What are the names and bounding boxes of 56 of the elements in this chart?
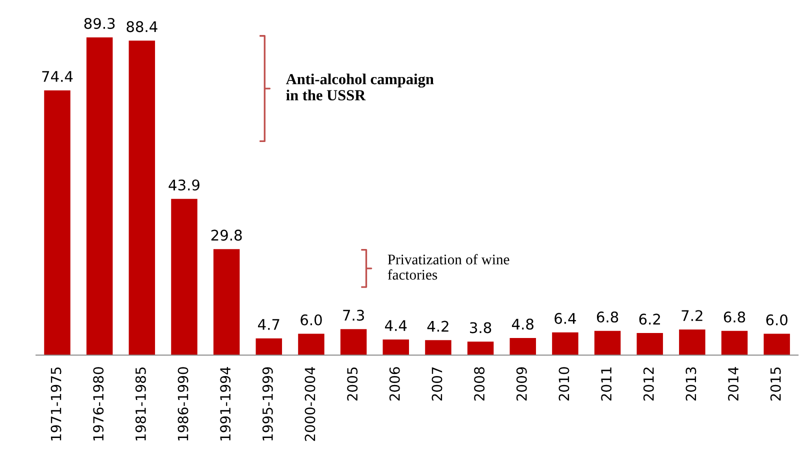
bar xyxy=(552,332,578,356)
data-label: 6.0 xyxy=(766,314,788,326)
data-label: 6.4 xyxy=(554,312,576,324)
x-tick-label: 2007 xyxy=(432,367,442,401)
x-tick-label: 2014 xyxy=(728,367,739,401)
data-label: 6.8 xyxy=(724,312,746,323)
x-tick-label: 2000-2004 xyxy=(304,367,316,441)
bar xyxy=(764,334,790,356)
bar xyxy=(44,90,70,356)
data-label: 7.3 xyxy=(343,310,364,321)
x-tick-label: 2012 xyxy=(643,368,654,401)
x-tick-label: 1976-1980 xyxy=(93,367,104,440)
bar xyxy=(86,37,113,356)
data-label: 74.4 xyxy=(42,71,73,82)
x-tick-label: 1995-1999 xyxy=(262,367,273,440)
data-label: 4.8 xyxy=(512,318,534,330)
data-label: 3.8 xyxy=(470,322,492,334)
bar xyxy=(171,198,198,356)
bar xyxy=(721,330,748,356)
x-tick-label: 1971-1975 xyxy=(50,367,62,440)
x-tick-label: 2011 xyxy=(601,368,612,401)
bar xyxy=(213,249,240,356)
x-tick-label: 1986-1990 xyxy=(178,367,188,440)
data-label: 7.2 xyxy=(682,310,702,321)
x-tick-label: 2009 xyxy=(516,367,527,401)
bar xyxy=(256,338,282,356)
data-label: 43.9 xyxy=(168,180,200,191)
bar xyxy=(298,334,324,356)
annotation: Privatization of wine factories xyxy=(388,254,510,280)
data-label: 29.8 xyxy=(211,230,242,241)
data-label: 4.4 xyxy=(384,320,407,331)
bar xyxy=(467,342,494,356)
bar xyxy=(382,339,409,356)
data-label: 6.8 xyxy=(596,312,618,323)
bar xyxy=(594,330,621,356)
data-label: 4.7 xyxy=(258,319,280,330)
x-tick-label: 2010 xyxy=(558,367,570,401)
data-label: 6.0 xyxy=(300,314,322,326)
bar xyxy=(425,340,452,356)
x-tick-label: 1991-1994 xyxy=(220,367,231,440)
data-label: 89.3 xyxy=(84,18,115,29)
data-label: 4.2 xyxy=(427,320,448,332)
annotation: Anti-alcohol campaign in the USSR xyxy=(286,74,434,100)
bar xyxy=(679,330,706,356)
bar xyxy=(636,333,663,356)
x-tick-label: 1981-1985 xyxy=(135,367,146,440)
x-tick-label: 2005 xyxy=(347,367,358,401)
x-tick-label: 2008 xyxy=(474,367,485,401)
bar xyxy=(510,338,536,356)
x-tick-label: 2006 xyxy=(389,367,400,401)
x-tick-label: 2015 xyxy=(770,367,781,401)
x-tick-label: 2013 xyxy=(686,367,696,401)
data-label: 88.4 xyxy=(126,21,158,32)
data-label: 6.2 xyxy=(639,314,660,325)
bar xyxy=(128,40,156,356)
bar xyxy=(340,329,367,356)
